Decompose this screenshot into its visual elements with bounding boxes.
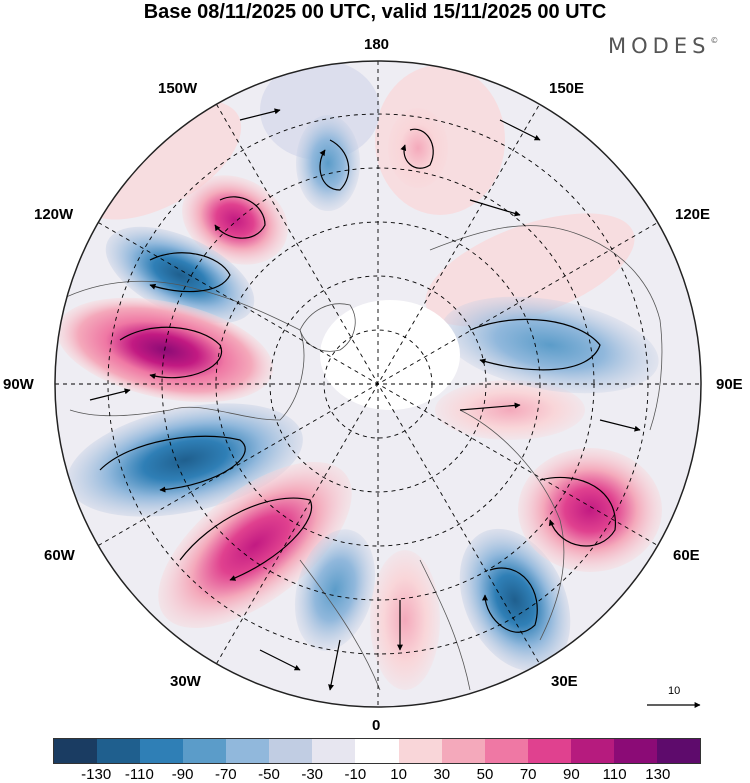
colorbar-swatch <box>441 739 485 763</box>
colorbar-swatch <box>226 739 270 763</box>
lon-label-0: 0 <box>372 717 381 734</box>
colorbar-tick-label: 90 <box>563 766 580 783</box>
colorbar-swatch <box>355 739 399 763</box>
colorbar-tick-label: -30 <box>301 766 324 783</box>
colorbar-swatch <box>312 739 356 763</box>
colorbar-swatch <box>269 739 313 763</box>
lon-label-60w: 60W <box>44 547 75 564</box>
lon-label-30w: 30W <box>170 673 201 690</box>
colorbar-tick-label: -70 <box>214 766 237 783</box>
streamlines <box>89 108 651 691</box>
colorbar-tick-label: -110 <box>124 766 154 783</box>
colorbar-swatch <box>656 739 700 763</box>
map-boundary <box>54 60 702 708</box>
lon-label-150w: 150W <box>158 80 198 97</box>
colorbar-tick-label: -130 <box>81 766 112 783</box>
lon-label-180: 180 <box>364 36 390 53</box>
colorbar-tick-label: 10 <box>390 766 407 783</box>
lon-label-90w: 90W <box>3 376 34 393</box>
vector-scale-label: 10 <box>668 685 681 697</box>
lon-label-120w: 120W <box>34 206 74 223</box>
colorbar-swatch <box>570 739 614 763</box>
colorbar-swatch <box>97 739 141 763</box>
map-title: Base 08/11/2025 00 UTC, valid 15/11/2025… <box>143 1 607 23</box>
modes-logo: MODES© <box>608 34 719 58</box>
colorbar-swatch <box>613 739 657 763</box>
colorbar-tick-label: 110 <box>602 766 627 783</box>
lon-label-150e: 150E <box>549 80 585 97</box>
colorbar-swatch <box>183 739 227 763</box>
colorbar-tick-label: -50 <box>258 766 280 783</box>
colorbar-tick-label: 130 <box>645 766 671 783</box>
lon-label-90e: 90E <box>716 376 743 393</box>
lon-label-30e: 30E <box>551 673 578 690</box>
colorbar-tick-label: -90 <box>171 766 194 783</box>
colorbar-swatch <box>140 739 184 763</box>
colorbar-tick-label: 30 <box>433 766 451 783</box>
colorbar <box>53 738 701 764</box>
colorbar-swatch <box>54 739 98 763</box>
colorbar-swatch <box>484 739 528 763</box>
colorbar-tick-label: -10 <box>344 766 367 783</box>
lon-label-60e: 60E <box>673 547 700 564</box>
lon-label-120e: 120E <box>675 206 711 223</box>
colorbar-swatch <box>527 739 571 763</box>
anomaly-field <box>56 61 662 690</box>
colorbar-swatch <box>398 739 442 763</box>
graticule <box>55 61 701 707</box>
colorbar-tick-label: 70 <box>519 766 537 783</box>
colorbar-tick-label: 50 <box>476 766 494 783</box>
